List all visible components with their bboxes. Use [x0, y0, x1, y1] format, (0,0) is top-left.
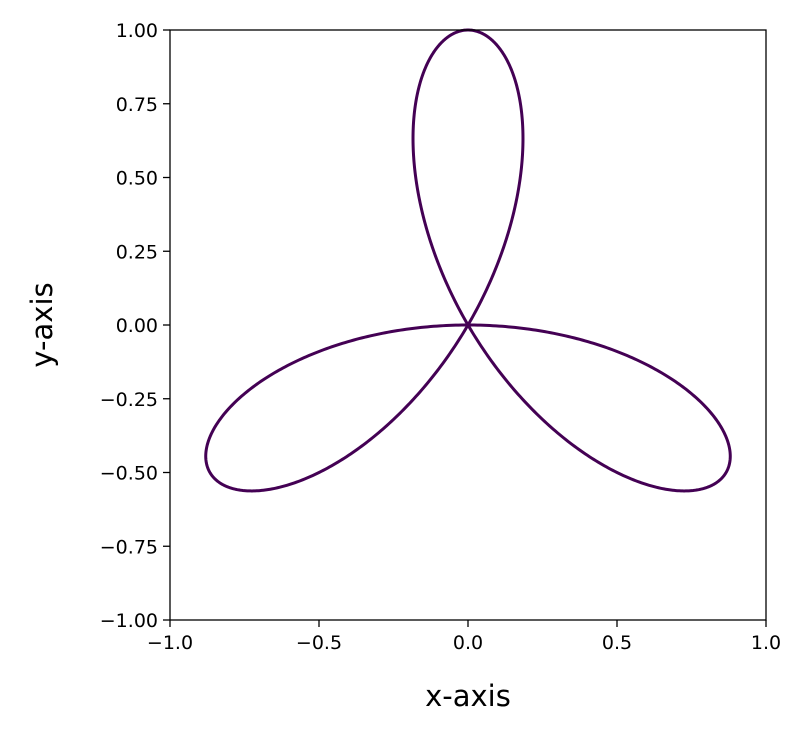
- y-axis-ticks: −1.00 −0.75 −0.50 −0.25 0.00 0.25 0.50 0.75 1.00: [100, 20, 170, 632]
- x-tick-label: −1.0: [147, 632, 193, 654]
- x-axis-ticks: −1.0 −0.5 0.0 0.5 1.0: [147, 620, 781, 654]
- y-tick-label: −0.50: [100, 463, 158, 485]
- y-tick-label: −0.25: [100, 389, 158, 411]
- y-tick-label: 0.25: [116, 241, 158, 263]
- y-tick-label: −0.75: [100, 536, 158, 558]
- x-tick-label: 0.5: [602, 632, 632, 654]
- plot-area: [169, 28, 767, 621]
- y-tick-label: −1.00: [100, 610, 158, 632]
- x-axis-label: x-axis: [425, 679, 511, 713]
- y-tick-label: 1.00: [116, 20, 158, 42]
- y-tick-label: 0.50: [116, 168, 158, 190]
- y-tick-label: 0.00: [116, 315, 158, 337]
- x-tick-label: 0.0: [453, 632, 483, 654]
- y-axis-label: y-axis: [25, 282, 59, 367]
- x-tick-label: 1.0: [751, 632, 781, 654]
- x-tick-label: −0.5: [296, 632, 342, 654]
- y-tick-label: 0.75: [116, 94, 158, 116]
